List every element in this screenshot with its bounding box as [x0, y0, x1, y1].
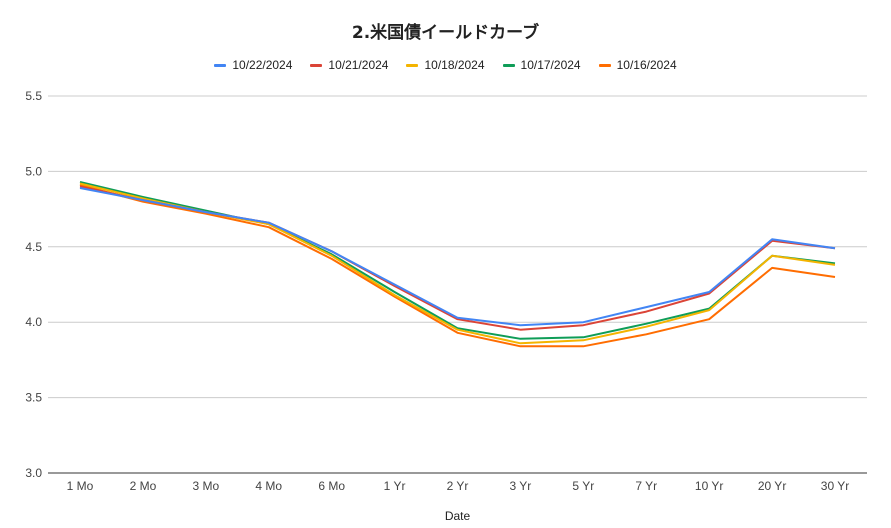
x-tick-label: 2 Yr: [447, 479, 469, 493]
y-tick-label: 5.5: [25, 89, 42, 103]
series-line-10-22-2024: [79, 187, 836, 327]
x-tick-label: 5 Yr: [572, 479, 594, 493]
x-tick-label: 30 Yr: [821, 479, 849, 493]
legend-item[interactable]: 10/22/2024: [214, 58, 292, 72]
legend: 10/22/2024 10/21/2024 10/18/2024 10/17/2024…: [0, 58, 891, 72]
x-tick-label: 20 Yr: [758, 479, 786, 493]
x-tick-label: 1 Mo: [67, 479, 94, 493]
y-tick-label: 3.0: [25, 466, 42, 480]
legend-item[interactable]: 10/17/2024: [502, 58, 581, 72]
x-tick-label: 4 Mo: [255, 479, 282, 493]
legend-label: 10/17/2024: [520, 58, 581, 72]
x-tick-label: 1 Yr: [384, 479, 406, 493]
legend-label: 10/22/2024: [232, 58, 293, 72]
x-tick-label: 10 Yr: [695, 479, 723, 493]
x-tick-label: 2 Mo: [130, 479, 157, 493]
legend-label: 10/18/2024: [424, 58, 485, 72]
legend-swatch: [310, 63, 323, 67]
y-tick-label: 3.5: [25, 391, 42, 405]
series-line-10-16-2024: [79, 184, 836, 348]
legend-swatch: [406, 63, 419, 67]
x-tick-label: 6 Mo: [318, 479, 345, 493]
chart-title: 2.米国債イールドカーブ: [351, 23, 540, 43]
x-tick-label: 3 Mo: [192, 479, 219, 493]
legend-label: 10/21/2024: [328, 58, 389, 72]
x-tick-label: 7 Yr: [635, 479, 657, 493]
legend-item[interactable]: 10/18/2024: [406, 58, 485, 72]
legend-swatch: [214, 63, 227, 67]
y-tick-label: 4.0: [25, 315, 42, 329]
y-tick-label: 4.5: [25, 240, 42, 254]
legend-swatch: [598, 63, 611, 67]
y-tick-label: 5.0: [25, 164, 42, 178]
series-line-10-17-2024: [79, 181, 836, 340]
legend-label: 10/16/2024: [616, 58, 677, 72]
legend-item[interactable]: 10/16/2024: [598, 58, 677, 72]
legend-swatch: [502, 63, 515, 67]
legend-item[interactable]: 10/21/2024: [310, 58, 388, 72]
x-tick-label: 3 Yr: [510, 479, 532, 493]
x-axis-title: Date: [445, 509, 471, 523]
